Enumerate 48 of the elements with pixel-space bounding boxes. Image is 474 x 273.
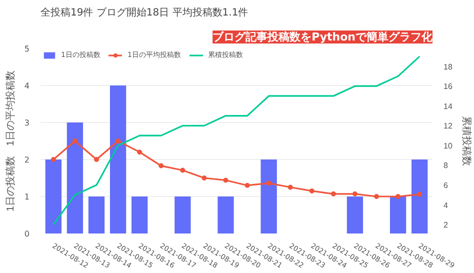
bar <box>132 196 148 234</box>
y2-tick-label: 8 <box>444 161 448 170</box>
y-tick-label: 1 <box>24 192 30 202</box>
point <box>352 191 358 196</box>
bar <box>346 196 364 234</box>
chart-title: 全投稿19件 ブログ開始18日 平均投稿数1.1件 <box>40 6 248 18</box>
y-tick-label: 0 <box>24 230 30 238</box>
y-tick-label: 4 <box>24 82 30 90</box>
bar <box>218 196 234 234</box>
point <box>266 180 272 186</box>
chart-subtitle: ブログ記事投稿数をPythonで簡単グラフ化 <box>212 30 434 44</box>
bar <box>412 160 428 234</box>
y-tick-label: 3 <box>24 118 30 128</box>
y-axis-title: 1日の投稿数 1日の平均投稿数 <box>4 70 16 212</box>
y2-tick-label: 2 <box>444 220 448 230</box>
bar <box>45 160 62 234</box>
point <box>309 188 314 194</box>
point <box>223 178 228 183</box>
y-tick-label: 2 <box>24 156 30 164</box>
point <box>180 168 186 173</box>
bar <box>174 196 191 234</box>
bar <box>88 196 105 234</box>
y2-tick-label: 16 <box>444 82 453 92</box>
bar <box>390 196 406 234</box>
bar <box>110 86 126 234</box>
point <box>94 157 99 162</box>
bar <box>66 122 84 234</box>
point <box>417 192 422 197</box>
point <box>158 163 164 168</box>
y2-axis-title: 累積投稿数 <box>460 116 472 166</box>
y2-tick-label: 18 <box>444 62 453 72</box>
point <box>244 182 250 188</box>
y2-tick-label: 6 <box>444 181 448 190</box>
point <box>72 138 78 144</box>
point <box>396 194 401 199</box>
point <box>202 176 207 180</box>
point <box>50 157 56 162</box>
point <box>116 138 121 144</box>
bar <box>260 160 277 234</box>
y-tick-label: 5 <box>24 44 30 54</box>
y2-tick-label: 14 <box>444 102 453 111</box>
y2-tick-label: 10 <box>444 141 453 150</box>
point <box>374 194 379 199</box>
point <box>137 150 142 155</box>
y2-tick-label: 4 <box>444 200 448 210</box>
point <box>330 191 336 196</box>
point <box>288 184 293 190</box>
y2-tick-label: 12 <box>444 122 453 131</box>
